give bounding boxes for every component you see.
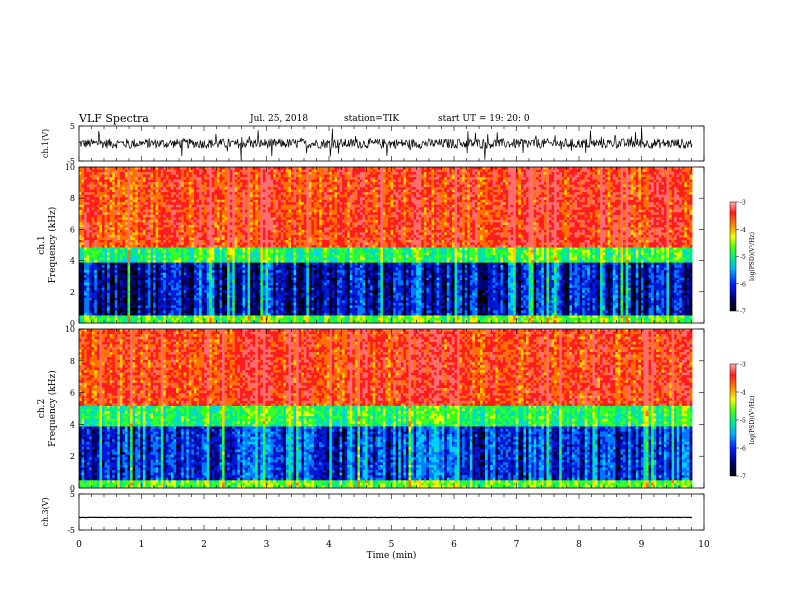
spectrogram-ch1-ylabel-channel: ch.1 bbox=[37, 235, 47, 254]
spectrogram-ch2-ytick-label: 8 bbox=[70, 357, 75, 366]
spectrogram-ch2-colorbar-label: log(PSD)(V²/Hz) bbox=[749, 396, 756, 445]
waveform-ch3-frame bbox=[78, 493, 705, 531]
x-tick-label: 9 bbox=[639, 540, 645, 550]
spectrogram-ch1-ytick-label: 6 bbox=[70, 225, 75, 234]
x-tick-label: 2 bbox=[201, 540, 207, 550]
spectrogram-ch2-ytick-label: 6 bbox=[70, 389, 75, 398]
spectrogram-ch1-ytick-label: 8 bbox=[70, 194, 75, 203]
spectrogram-ch2-ytick-label: 10 bbox=[65, 325, 75, 334]
spectrogram-ch1-ytick-label: 4 bbox=[70, 257, 75, 266]
x-tick-label: 1 bbox=[139, 540, 145, 550]
waveform-ch1-ytick-label: -5 bbox=[67, 157, 75, 166]
spectrogram-ch2-colorbar-tick-label: -6 bbox=[740, 446, 746, 453]
spectrogram-ch1-colorbar-tick-label: -7 bbox=[740, 309, 746, 316]
spectrogram-ch1-ytick-label: 0 bbox=[70, 319, 75, 328]
x-tick-label: 7 bbox=[514, 540, 520, 550]
spectrogram-ch1-colorbar-label: log(PSD)(V²/Hz) bbox=[749, 232, 756, 281]
spectrogram-ch1-colorbar-tick-label: -6 bbox=[740, 281, 746, 288]
spectrogram-ch2-colorbar bbox=[729, 363, 737, 477]
x-tick-label: 0 bbox=[76, 540, 82, 550]
waveform-ch3-ylabel: ch.3(V) bbox=[41, 497, 50, 526]
date-label: Jul. 25, 2018 bbox=[250, 114, 308, 124]
spectrogram-ch2-image bbox=[79, 329, 693, 489]
spectrogram-ch2-colorbar-tick-label: -3 bbox=[740, 362, 746, 369]
spectrogram-ch1-ytick-label: 10 bbox=[65, 163, 75, 172]
waveform-ch1-trace bbox=[78, 128, 693, 160]
x-axis-label: Time (min) bbox=[367, 550, 417, 561]
x-tick-label: 8 bbox=[576, 540, 582, 550]
spectrogram-ch2-ytick-label: 2 bbox=[70, 452, 75, 461]
x-tick-label: 4 bbox=[326, 540, 332, 550]
spectrogram-ch1-colorbar-tick-label: -3 bbox=[740, 200, 746, 207]
x-tick-label: 10 bbox=[698, 540, 710, 550]
spectrogram-ch1-colorbar-tick-label: -5 bbox=[740, 254, 746, 261]
waveform-ch1-ytick-label: 5 bbox=[70, 122, 75, 131]
waveform-ch1-ylabel: ch.1(V) bbox=[41, 129, 50, 158]
x-tick-label: 3 bbox=[264, 540, 270, 550]
spectrogram-ch2-ylabel-frequency: Frequency (kHz) bbox=[47, 370, 58, 447]
spectrogram-ch1-colorbar-tick-label: -4 bbox=[740, 227, 746, 234]
waveform-ch3-ytick-label: -5 bbox=[67, 526, 75, 535]
waveform-ch3-ytick-label: 5 bbox=[70, 490, 75, 499]
spectrogram-ch1-ylabel-frequency: Frequency (kHz) bbox=[47, 207, 58, 284]
x-tick-label: 6 bbox=[451, 540, 457, 550]
spectrogram-ch1-colorbar bbox=[729, 201, 737, 312]
spectrogram-ch2-ylabel-channel: ch.2 bbox=[37, 399, 47, 418]
spectrogram-ch2-ytick-label: 4 bbox=[70, 420, 75, 429]
spectrogram-ch2-colorbar-tick-label: -5 bbox=[740, 418, 746, 425]
figure-title: VLF Spectra bbox=[79, 112, 149, 125]
start-time-label: start UT = 19: 20: 0 bbox=[438, 114, 530, 124]
spectrogram-ch2-ytick-label: 0 bbox=[70, 484, 75, 493]
station-label: station=TIK bbox=[344, 114, 399, 124]
spectrogram-ch1-image bbox=[79, 167, 693, 324]
spectrogram-ch1-ytick-label: 2 bbox=[70, 288, 75, 297]
x-tick-label: 5 bbox=[389, 540, 395, 550]
spectrogram-ch2-colorbar-tick-label: -4 bbox=[740, 390, 746, 397]
spectrogram-ch2-colorbar-tick-label: -7 bbox=[740, 474, 746, 481]
